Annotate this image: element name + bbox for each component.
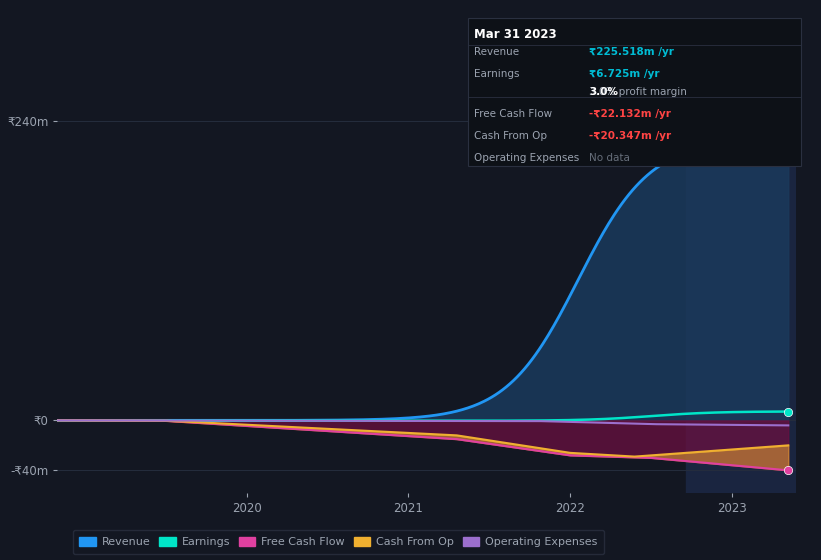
Text: Revenue: Revenue	[474, 46, 519, 57]
Text: Cash From Op: Cash From Op	[474, 132, 547, 141]
Text: No data: No data	[589, 153, 630, 164]
Text: -₹22.132m /yr: -₹22.132m /yr	[589, 109, 671, 119]
Text: -₹20.347m /yr: -₹20.347m /yr	[589, 132, 671, 141]
Text: 3.0% profit margin: 3.0% profit margin	[589, 87, 687, 97]
Text: Earnings: Earnings	[474, 69, 520, 79]
Bar	[686, 90, 796, 493]
Text: Mar 31 2023: Mar 31 2023	[474, 28, 557, 41]
Text: ₹225.518m /yr: ₹225.518m /yr	[589, 46, 674, 57]
Legend: Revenue, Earnings, Free Cash Flow, Cash From Op, Operating Expenses: Revenue, Earnings, Free Cash Flow, Cash …	[73, 530, 603, 554]
Text: Free Cash Flow: Free Cash Flow	[474, 109, 553, 119]
Text: Operating Expenses: Operating Expenses	[474, 153, 580, 164]
Text: ₹6.725m /yr: ₹6.725m /yr	[589, 69, 659, 79]
Text: 3.0%: 3.0%	[589, 87, 618, 97]
